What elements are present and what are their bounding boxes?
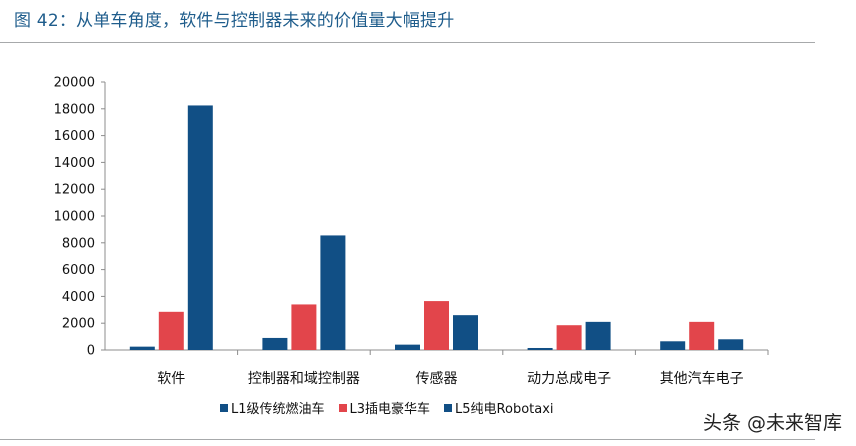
legend-item-l5: L5纯电Robotaxi	[444, 398, 554, 417]
legend-swatch-l5	[444, 403, 453, 412]
figure-title: 图 42：从单车角度，软件与控制器未来的价值量大幅提升	[14, 11, 455, 31]
bar	[395, 344, 420, 350]
bar	[453, 315, 478, 350]
x-category-label: 控制器和域控制器	[248, 371, 360, 387]
y-tick-label: 0	[87, 344, 95, 359]
y-tick-label: 4000	[62, 290, 95, 305]
legend-item-l1: L1级传统燃油车	[220, 398, 325, 417]
legend-swatch-l3	[338, 403, 347, 412]
legend-label-l5: L5纯电Robotaxi	[455, 402, 554, 417]
y-tick-label: 20000	[54, 76, 95, 91]
legend-label-l1: L1级传统燃油车	[231, 402, 325, 417]
y-tick-label: 10000	[54, 210, 95, 225]
legend-label-l3: L3插电豪华车	[349, 402, 431, 417]
y-tick-label: 18000	[54, 102, 95, 117]
bar	[262, 337, 288, 350]
bottom-rule	[0, 439, 815, 440]
y-tick-label: 2000	[62, 317, 95, 332]
bar	[424, 301, 449, 350]
x-category-label: 软件	[157, 371, 185, 387]
bar	[718, 339, 744, 350]
bar	[291, 304, 317, 350]
top-rule	[0, 42, 815, 43]
bar	[660, 341, 686, 350]
bar	[585, 321, 611, 350]
bar	[556, 325, 582, 350]
legend-swatch-l1	[220, 403, 228, 412]
y-tick-label: 12000	[54, 183, 95, 198]
y-tick-label: 16000	[54, 129, 95, 144]
watermark-text: 头条 @未来智库	[702, 412, 842, 434]
x-category-label: 其他汽车电子	[660, 370, 744, 387]
chart-legend: L1级传统燃油车 L3插电豪华车 L5纯电Robotaxi	[220, 398, 554, 417]
y-tick-label: 14000	[54, 156, 95, 171]
bar	[689, 321, 715, 350]
bar	[527, 347, 553, 350]
y-tick-label: 8000	[62, 236, 95, 251]
x-category-label: 传感器	[416, 370, 458, 387]
x-category-label: 动力总成电子	[527, 371, 611, 387]
legend-item-l3: L3插电豪华车	[338, 398, 431, 417]
bar	[129, 346, 155, 350]
bar	[320, 235, 346, 350]
bar	[187, 105, 213, 350]
bar	[158, 311, 184, 350]
y-tick-label: 6000	[62, 263, 95, 278]
